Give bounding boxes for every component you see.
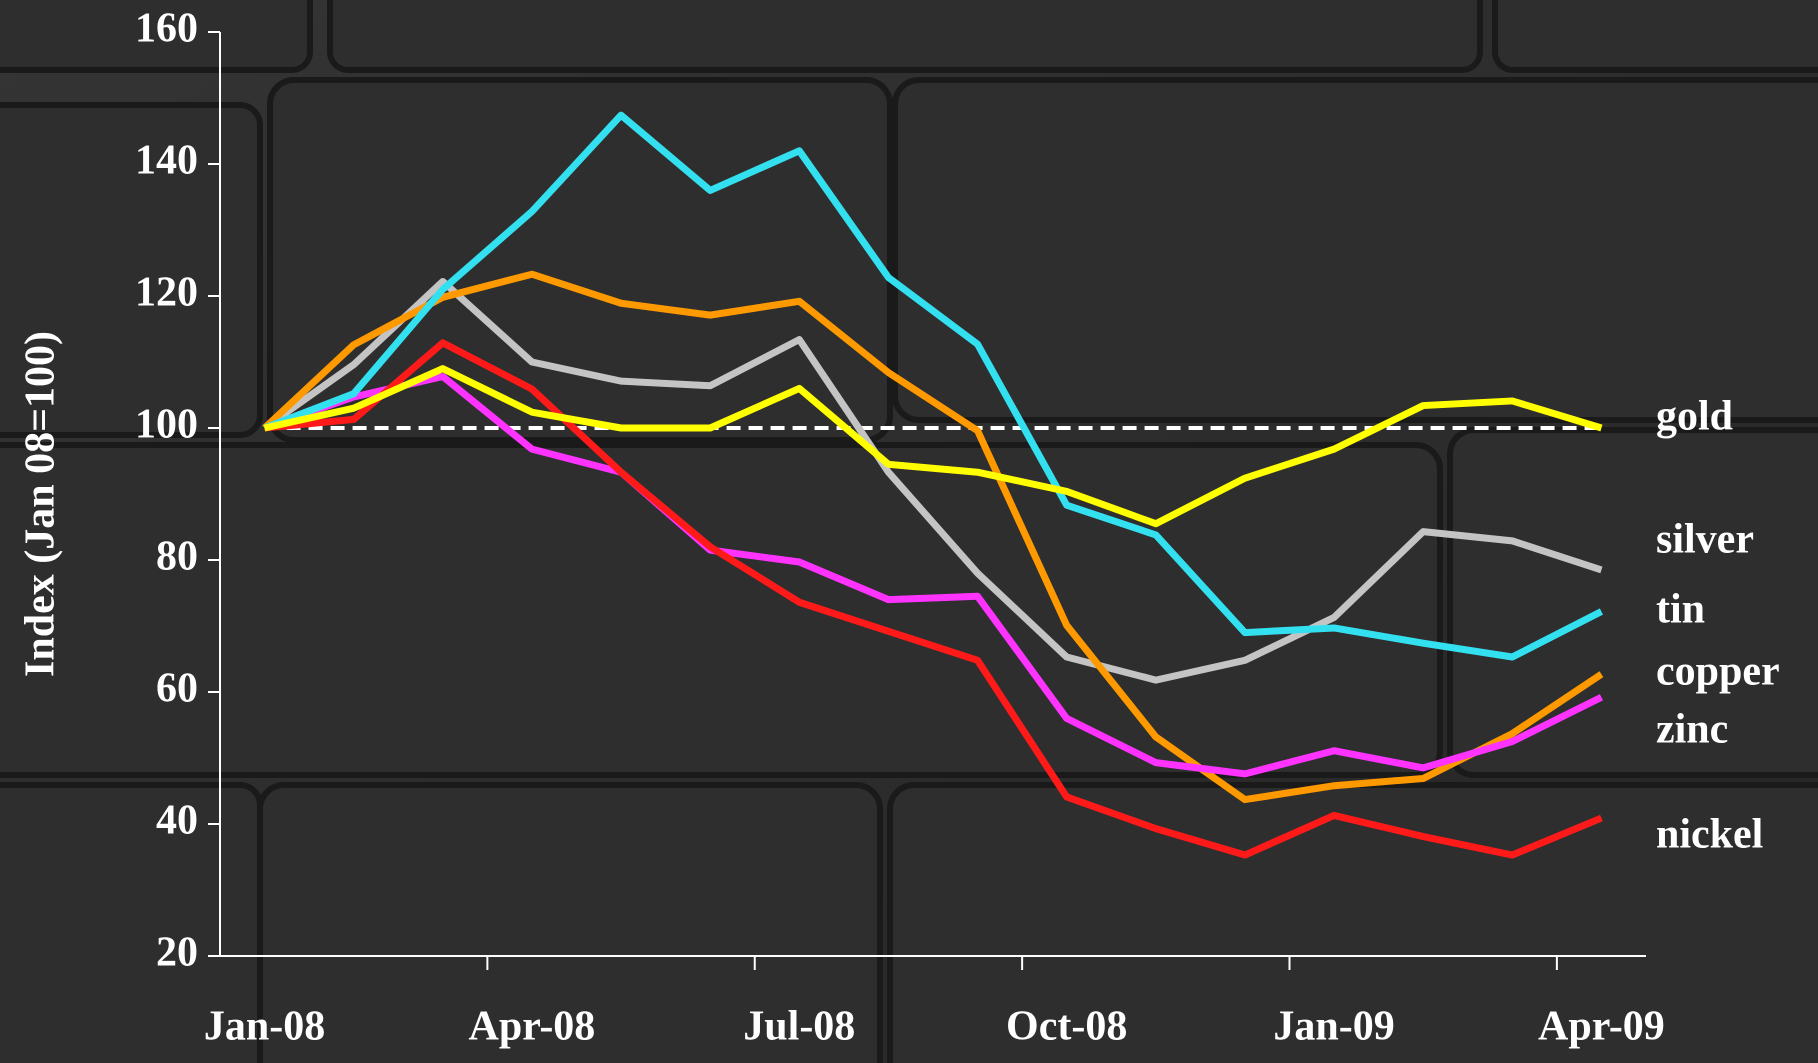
series-line <box>264 339 1603 859</box>
y-tick-label: 60 <box>156 666 198 712</box>
series-label: tin <box>1656 587 1705 633</box>
series-label: gold <box>1656 394 1733 440</box>
series-line <box>263 365 1603 528</box>
series-label: silver <box>1656 517 1754 563</box>
y-tick-label: 100 <box>135 402 198 448</box>
y-tick-label: 160 <box>135 6 198 52</box>
series-label: nickel <box>1656 812 1763 858</box>
y-tick-label: 20 <box>156 930 198 976</box>
series-line <box>262 270 1604 804</box>
series-line <box>262 277 1603 684</box>
x-tick-label: Jan-09 <box>1273 1004 1394 1050</box>
x-tick-label: Apr-09 <box>1538 1004 1665 1050</box>
y-axis-label: Index (Jan 08=100) <box>18 331 64 677</box>
x-tick-label: Oct-08 <box>1006 1004 1127 1050</box>
y-tick-label: 120 <box>135 270 198 316</box>
y-tick-label: 40 <box>156 798 198 844</box>
y-tick-label: 140 <box>135 138 198 184</box>
series-line <box>263 111 1604 661</box>
x-tick-label: Apr-08 <box>469 1004 596 1050</box>
x-tick-label: Jul-08 <box>743 1004 855 1050</box>
series-label: copper <box>1656 649 1780 695</box>
y-tick-label: 80 <box>156 534 198 580</box>
x-tick-label: Jan-08 <box>204 1004 325 1050</box>
series-line <box>263 373 1603 778</box>
series-label: zinc <box>1656 707 1728 753</box>
